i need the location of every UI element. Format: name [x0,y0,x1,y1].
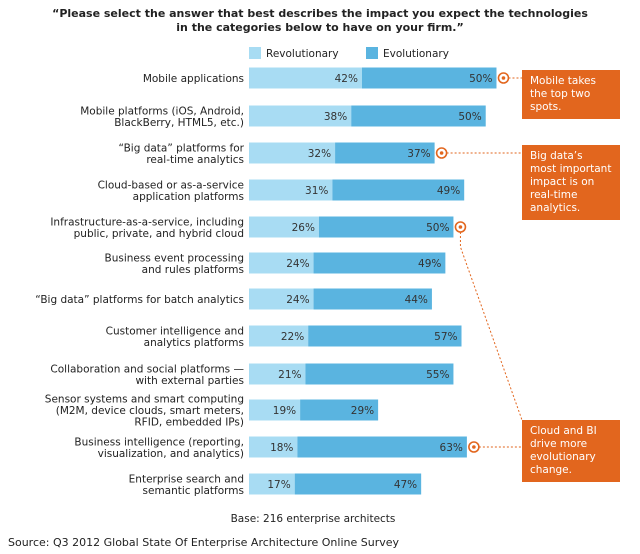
category-label: and rules platforms [142,264,244,276]
source-note: Source: Q3 2012 Global State Of Enterpri… [8,536,400,549]
bar-revolutionary [249,105,352,127]
category-label: (M2M, device clouds, smart meters, [56,405,244,417]
legend-swatch-revolutionary [249,47,261,59]
value-label-revolutionary: 22% [281,331,304,343]
value-label-evolutionary: 50% [469,73,492,85]
value-label-revolutionary: 32% [308,148,331,160]
category-label: Enterprise search and [129,473,244,485]
category-label: Mobile applications [143,73,244,85]
value-label-revolutionary: 26% [292,222,315,234]
bar-evolutionary [297,436,467,458]
callout-marker-bi-center [472,445,476,449]
category-label: with external parties [135,375,244,387]
bar-revolutionary [249,363,306,385]
callout-connector-cloud [459,232,523,421]
callout-cloud-bi: Cloud and BI drive more evolutionary cha… [522,420,620,482]
category-label: RFID, embedded IPs) [134,417,244,429]
value-label-evolutionary: 44% [405,294,428,306]
value-label-evolutionary: 50% [458,111,481,123]
category-label: application platforms [133,191,244,203]
callout-marker-big-data-center [439,151,444,155]
value-label-evolutionary: 49% [437,185,460,197]
bar-revolutionary [249,142,336,164]
chart-title-line: “Please select the answer that best desc… [52,7,588,20]
legend-label-revolutionary: Revolutionary [266,48,339,60]
bar-revolutionary [249,473,295,495]
value-label-revolutionary: 42% [335,73,358,85]
bar-evolutionary [318,216,454,238]
value-label-evolutionary: 57% [434,331,457,343]
category-label: Business intelligence (reporting, [74,436,244,448]
category-label: real-time analytics [146,154,244,166]
value-label-revolutionary: 18% [270,442,293,454]
category-label: “Big data” platforms for batch analytics [35,294,244,306]
value-label-revolutionary: 17% [267,479,290,491]
bar-evolutionary [294,473,422,495]
bar-evolutionary [332,179,465,201]
category-label: semantic platforms [143,485,244,497]
category-label: public, private, and hybrid cloud [74,228,244,240]
value-label-evolutionary: 49% [418,258,441,270]
bar-evolutionary [308,325,462,347]
bar-revolutionary [249,67,362,89]
category-label: BlackBerry, HTML5, etc.) [114,117,244,129]
value-label-evolutionary: 50% [426,222,449,234]
category-label: visualization, and analytics) [98,448,244,460]
bar-evolutionary [361,67,497,89]
chart-title-line: in the categories below to have on your … [176,21,463,34]
value-label-evolutionary: 63% [440,442,463,454]
category-label: Business event processing [105,252,244,264]
bar-evolutionary [313,252,446,274]
bar-evolutionary [335,142,435,164]
value-label-evolutionary: 37% [407,148,430,160]
value-label-evolutionary: 55% [426,369,449,381]
bar-evolutionary [351,105,486,127]
value-label-evolutionary: 29% [351,405,374,417]
value-label-revolutionary: 19% [273,405,296,417]
callout-big-data: Big data’s most important impact is on r… [522,145,620,220]
category-label: Customer intelligence and [106,325,244,337]
callout-marker-cloud-center [458,225,463,229]
value-label-revolutionary: 24% [286,258,309,270]
category-label: analytics platforms [144,337,244,349]
value-label-revolutionary: 21% [278,369,301,381]
callout-mobile: Mobile takes the top two spots. [522,70,620,119]
category-label: Cloud-based or as-a-service [98,179,244,191]
value-label-revolutionary: 31% [305,185,328,197]
category-label: Collaboration and social platforms — [50,363,244,375]
bar-revolutionary [249,436,298,458]
category-label: “Big data” platforms for [118,142,244,154]
bar-evolutionary [305,363,454,385]
value-label-revolutionary: 24% [286,294,309,306]
legend-label-evolutionary: Evolutionary [383,48,449,60]
bar-evolutionary [300,399,379,421]
legend-swatch-evolutionary [366,47,378,59]
category-label: Mobile platforms (iOS, Android, [80,105,244,117]
category-label: Sensor systems and smart computing [45,394,244,406]
category-label: Infrastructure-as-a-service, including [50,216,244,228]
bar-revolutionary [249,399,301,421]
bar-evolutionary [313,288,432,310]
bar-revolutionary [249,179,333,201]
value-label-revolutionary: 38% [324,111,347,123]
value-label-evolutionary: 47% [394,479,417,491]
bar-revolutionary [249,216,319,238]
callout-marker-mobile-center [501,76,506,80]
bar-revolutionary [249,252,314,274]
base-note: Base: 216 enterprise architects [231,513,396,525]
bar-revolutionary [249,325,309,347]
bar-revolutionary [249,288,314,310]
